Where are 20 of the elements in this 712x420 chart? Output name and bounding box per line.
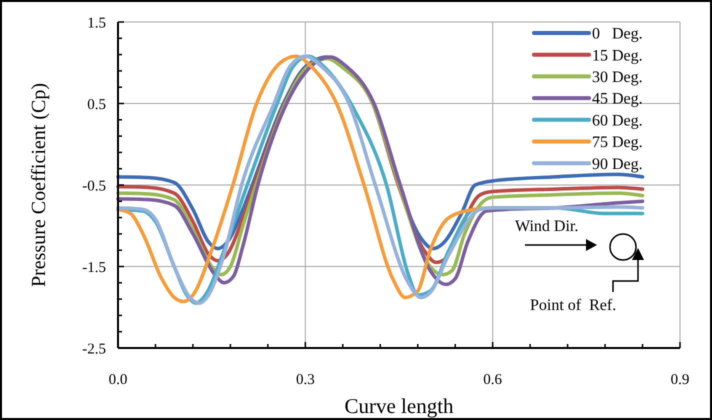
x-axis-title: Curve length xyxy=(344,394,454,418)
legend-label: 75 Deg. xyxy=(592,134,643,152)
legend-label: 90 Deg. xyxy=(592,156,643,173)
x-tick-label: 0.6 xyxy=(483,372,503,388)
annotation: Point of Ref. xyxy=(530,297,616,314)
x-tick-label: 0.3 xyxy=(296,372,315,388)
x-tick-label: 0.9 xyxy=(670,372,690,388)
legend-label: 30 Deg. xyxy=(592,69,643,86)
y-tick-label: 1.5 xyxy=(87,15,106,32)
y-tick-label: -2.5 xyxy=(82,341,106,358)
legend-label: 0 Deg. xyxy=(592,26,643,43)
y-axis-title: Pressure Coefficient (Cp) xyxy=(28,82,50,288)
legend-label: 15 Deg. xyxy=(592,47,643,64)
annotation: Wind Dir. xyxy=(515,218,578,235)
y-tick-label: -1.5 xyxy=(82,260,106,276)
y-tick-label: -0.5 xyxy=(82,178,106,194)
x-tick-label: 0.0 xyxy=(108,372,128,388)
y-tick-label: 0.5 xyxy=(87,96,106,113)
legend-label: 60 Deg. xyxy=(592,112,643,130)
legend-label: 45 Deg. xyxy=(592,90,643,108)
